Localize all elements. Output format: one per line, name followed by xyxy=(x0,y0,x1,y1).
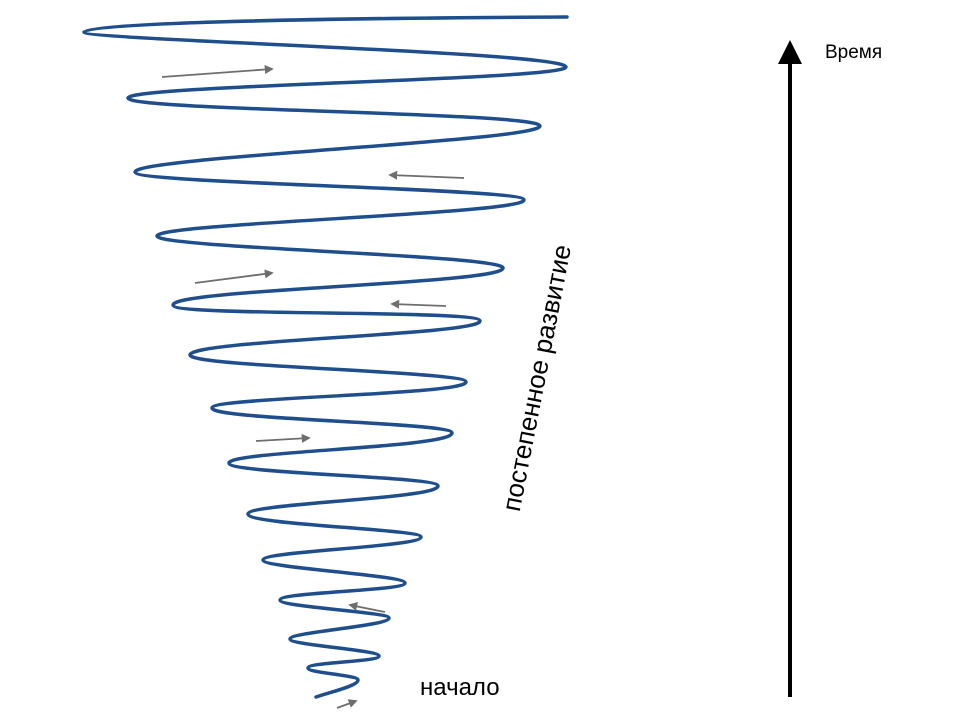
start-label: начало xyxy=(420,674,500,701)
direction-arrow xyxy=(390,299,447,309)
direction-arrow xyxy=(388,170,465,180)
direction-arrow xyxy=(161,65,274,78)
direction-arrow xyxy=(255,433,311,443)
direction-arrow xyxy=(194,269,274,284)
development-spiral xyxy=(82,15,569,699)
time-axis-label: Время xyxy=(825,42,883,63)
direction-arrows xyxy=(161,65,465,709)
direction-arrow xyxy=(336,699,358,709)
direction-arrow xyxy=(348,601,386,613)
